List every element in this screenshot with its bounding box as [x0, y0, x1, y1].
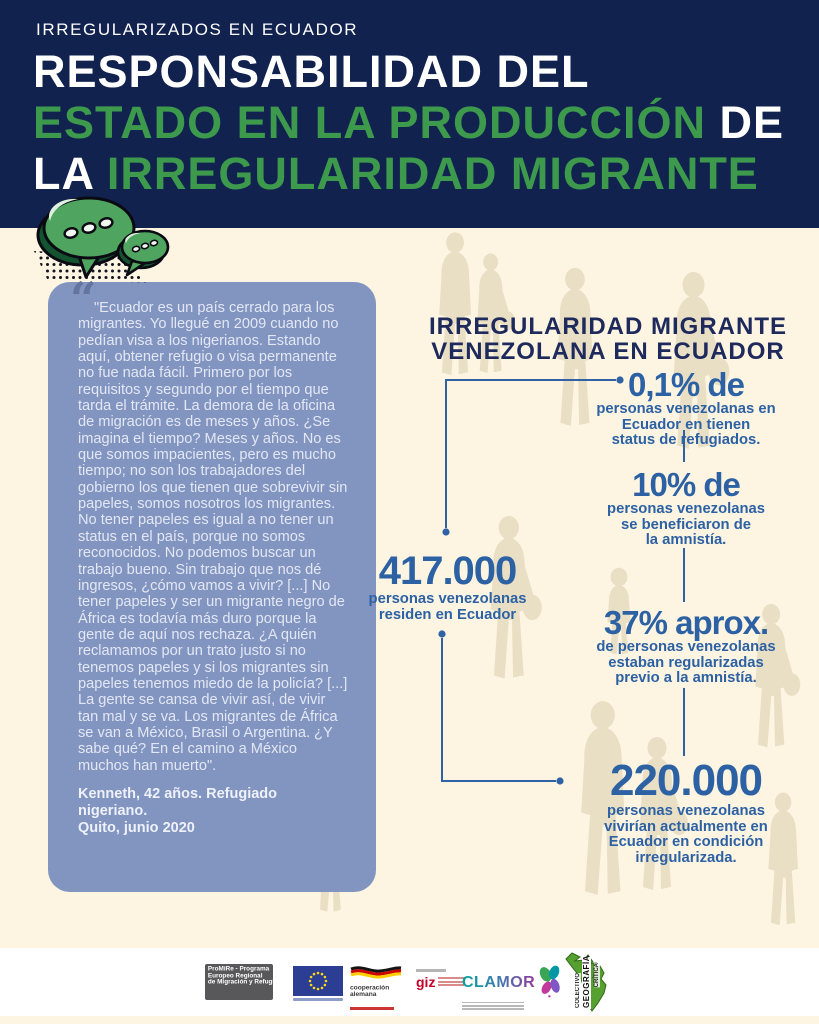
- stat-refugee-status-value: 0,1% de: [628, 366, 745, 403]
- section-heading: IRREGULARIDAD MIGRANTE VENEZOLANA EN ECU…: [420, 314, 796, 364]
- quote-attribution-line1: Kenneth, 42 años. Refugiado nigeriano.: [78, 785, 277, 819]
- stat-refugee-status-caption-line2: Ecuador en tienen: [621, 416, 751, 433]
- critica-wordmark: CRÍTICA: [594, 963, 600, 988]
- stat-regularized-before: 37% aprox. de personas venezolanas estab…: [580, 606, 792, 687]
- poster-title: RESPONSABILIDAD DEL ESTADO EN LA PRODUCC…: [33, 46, 784, 199]
- stat-417000-caption-line1: personas venezolanas: [368, 591, 527, 607]
- coop-line2: alemana: [350, 990, 377, 998]
- title-line2-green: ESTADO EN LA PRODUCCIÓN: [33, 97, 707, 148]
- stat-220000-irregular-caption-line2: vivirían actualmente en: [604, 818, 768, 835]
- giz-logo: giz: [416, 969, 468, 989]
- stat-amnesty-benefit: 10% de personas venezolanas se beneficia…: [580, 468, 792, 549]
- stat-220000-irregular-caption-line1: personas venezolanas: [607, 803, 765, 819]
- quote-attribution-line2: Quito, junio 2020: [78, 819, 195, 836]
- stat-regularized-before-caption-line3: previo a la amnistía.: [615, 670, 757, 687]
- stat-amnesty-benefit-value: 10% de: [632, 466, 741, 503]
- promire-logo-text: ProMiRe - Programa Europeo Regional de M…: [205, 964, 273, 986]
- testimony-quote-card: “ "Ecuador es un país cerrado para los m…: [48, 276, 376, 892]
- stat-220000-irregular-caption-line4: irregularizada.: [635, 849, 737, 866]
- clamor-caption-bars: [462, 1001, 562, 1011]
- promire-line3: de Migración y Refugio: [207, 978, 273, 986]
- section-heading-line2: VENEZOLANA EN ECUADOR: [431, 338, 785, 365]
- geografia-critica-logo: GEOGRAFÍA COLECTIVO CRÍTICA: [560, 949, 620, 1020]
- coop-caption-bar: [350, 1007, 394, 1010]
- stat-220000-irregular-caption-line3: Ecuador en condición: [608, 834, 764, 851]
- stat-regularized-before-caption-line1: de personas venezolanas: [596, 639, 776, 655]
- german-ribbon-icon: [350, 966, 402, 979]
- geografia-wordmark: GEOGRAFÍA: [582, 955, 591, 1009]
- title-line3-green: IRREGULARIDAD MIGRANTE: [106, 148, 759, 199]
- colectivo-wordmark: COLECTIVO: [575, 973, 581, 1009]
- stat-220000-irregular: 220.000 personas venezolanas vivirían ac…: [580, 758, 792, 866]
- stat-amnesty-benefit-caption-line3: la amnistía.: [645, 532, 727, 549]
- stat-amnesty-benefit-caption-line2: se beneficiaron de: [621, 516, 751, 533]
- title-line3-white: LA: [33, 148, 94, 199]
- giz-wordmark: giz: [416, 973, 436, 990]
- title-line2-white: DE: [719, 97, 785, 148]
- cooperacion-alemana-logo: cooperación alemana: [350, 966, 406, 1010]
- stat-220000-irregular-value: 220.000: [609, 756, 763, 805]
- speech-bubbles-icon: [34, 196, 170, 283]
- footer-logo-band: ProMiRe - Programa Europeo Regional de M…: [0, 948, 819, 1016]
- clamor-butterfly-icon: [539, 965, 560, 998]
- clamor-logo: CLAMOR: [462, 965, 562, 1012]
- stat-amnesty-benefit-caption-line1: personas venezolanas: [607, 501, 765, 517]
- promire-line1: ProMiRe - Programa: [207, 965, 270, 973]
- giz-caption-bars: [438, 976, 465, 988]
- stat-417000-caption-line2: residen en Ecuador: [378, 606, 517, 623]
- stat-regularized-before-value: 37% aprox.: [603, 604, 769, 641]
- quote-text: "Ecuador es un país cerrado para los mig…: [78, 300, 348, 774]
- eu-flag-caption-bar: [293, 998, 343, 1001]
- giz-implemented-by-bar: [416, 969, 446, 972]
- quote-attribution: Kenneth, 42 años. Refugiado nigeriano. Q…: [48, 774, 376, 837]
- promire-logo: ProMiRe - Programa Europeo Regional de M…: [205, 964, 273, 1000]
- stat-417000: 417.000 personas venezolanas residen en …: [350, 550, 545, 623]
- promire-line2: Europeo Regional: [207, 971, 263, 979]
- stat-regularized-before-caption-line2: estaban regularizadas: [608, 654, 764, 671]
- coop-line1: cooperación: [350, 984, 390, 992]
- eu-flag-logo: [293, 966, 343, 996]
- stat-refugee-status-caption-line1: personas venezolanas en: [596, 401, 776, 417]
- stat-refugee-status: 0,1% de personas venezolanas en Ecuador …: [580, 368, 792, 449]
- cooperacion-alemana-text: cooperación alemana: [350, 984, 390, 998]
- quote-mark-icon: “: [70, 272, 97, 326]
- stat-refugee-status-caption-line3: status de refugiados.: [611, 432, 761, 449]
- stat-417000-value: 417.000: [378, 549, 518, 593]
- title-line1: RESPONSABILIDAD DEL: [33, 46, 590, 97]
- section-heading-line1: IRREGULARIDAD MIGRANTE: [429, 313, 787, 340]
- kicker-text: IRREGULARIZADOS EN ECUADOR: [36, 20, 359, 39]
- clamor-wordmark: CLAMOR: [462, 974, 536, 991]
- header-banner: IRREGULARIZADOS EN ECUADOR RESPONSABILID…: [0, 0, 819, 228]
